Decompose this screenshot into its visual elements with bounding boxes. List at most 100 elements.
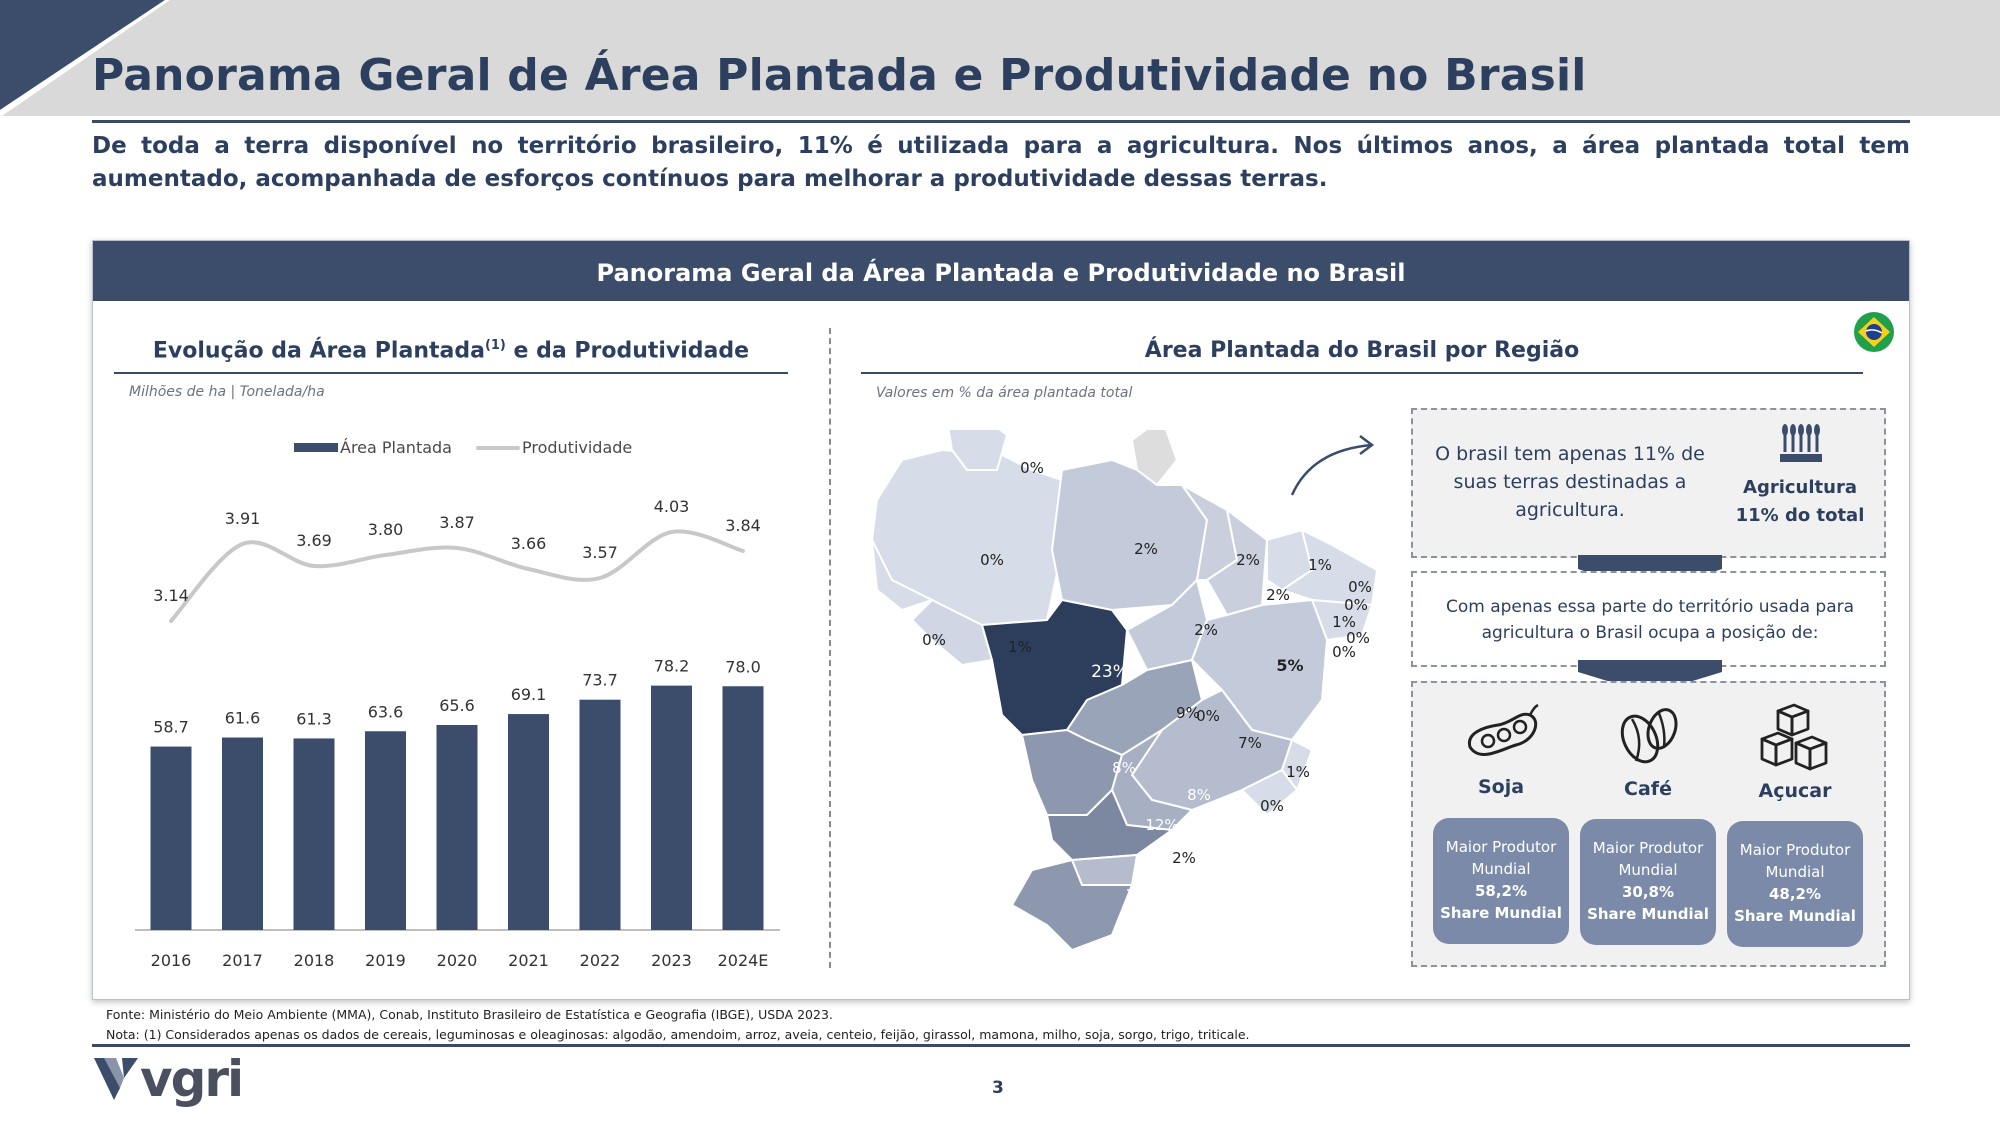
bar-area-plantada <box>436 725 478 930</box>
map-region-label: 2% <box>1266 586 1290 604</box>
line-value-label: 3.57 <box>582 543 618 562</box>
card-line2: Mundial <box>1471 860 1531 878</box>
title-divider <box>92 120 1910 123</box>
methodology-note: Nota: (1) Considerados apenas os dados d… <box>106 1027 1250 1042</box>
bar-value-label: 58.7 <box>153 718 189 737</box>
bar-area-plantada <box>365 731 406 930</box>
line-value-label: 3.66 <box>511 534 547 553</box>
bar-area-plantada <box>722 686 764 930</box>
map-region-roraima <box>947 430 1009 471</box>
line-value-label: 3.91 <box>225 509 261 528</box>
bar-value-label: 63.6 <box>368 702 404 721</box>
map-region-label: 0% <box>980 551 1004 569</box>
map-region-label: 0% <box>1346 629 1370 647</box>
map-region-label: 9% <box>1176 704 1200 722</box>
map-region-acre <box>872 539 935 612</box>
card-share: 30,8% <box>1621 883 1675 901</box>
map-region-santa-catarina <box>1070 853 1139 886</box>
map-region-rio-grande-do-sul <box>1010 858 1134 950</box>
map-region-label: 1% <box>1008 638 1032 656</box>
line-value-label: 3.14 <box>153 586 189 605</box>
header-band <box>0 0 2000 116</box>
bar-value-label: 61.6 <box>225 709 261 728</box>
map-region-label: 0% <box>1344 596 1368 614</box>
bar-area-plantada <box>150 746 192 930</box>
ranking-info-text: Com apenas essa parte do território usad… <box>1445 597 1855 643</box>
corner-decoration <box>0 0 170 116</box>
panel-title: Panorama Geral da Área Plantada e Produt… <box>93 241 1909 301</box>
map-region-label: 0% <box>922 631 946 649</box>
page-number: 3 <box>992 1078 1004 1098</box>
legend-bar-label: Área Plantada <box>340 438 452 457</box>
map-region-label: 1% <box>1332 613 1356 631</box>
map-region-label: 2% <box>1194 621 1218 639</box>
bar-value-label: 73.7 <box>582 671 618 690</box>
coffee-bean-icon <box>1620 708 1678 764</box>
map-region-label: 0% <box>1348 578 1372 596</box>
agriculture-label: Agricultura 11% do total <box>1730 474 1870 530</box>
map-region-label: 8% <box>1112 759 1136 777</box>
map-region-parana <box>1045 788 1175 862</box>
bar-area-plantada <box>508 714 549 930</box>
map-region-para <box>1050 458 1209 612</box>
bar-area-plantada <box>651 685 692 930</box>
card-share-label: Share Mundial <box>1734 907 1856 925</box>
source-note: Fonte: Ministério do Meio Ambiente (MMA)… <box>106 1007 833 1022</box>
map-region-label: 0% <box>1332 643 1356 661</box>
agriculture-info-text: O brasil tem apenas 11% de suas terras d… <box>1435 443 1705 521</box>
product-card-soja: Maior Produtor Mundial 58,2% Share Mundi… <box>1433 818 1569 944</box>
line-produtividade <box>169 529 745 623</box>
line-value-label: 3.87 <box>439 513 475 532</box>
map-region-label: 2% <box>1172 849 1196 867</box>
bar-value-label: 61.3 <box>296 709 332 728</box>
map-unit-note: Valores em % da área plantada total <box>876 385 1133 401</box>
vgri-logo-mark <box>94 1058 138 1100</box>
line-value-label: 4.03 <box>654 497 690 516</box>
x-tick-label: 2021 <box>508 951 549 970</box>
map-region-rio-de-janeiro <box>1240 768 1299 817</box>
map-region-label: 8% <box>1187 786 1211 804</box>
bar-area-plantada <box>579 699 621 930</box>
map-region-amapa <box>1130 430 1179 487</box>
vgri-logo: vgri <box>140 1050 244 1108</box>
x-tick-label: 2023 <box>651 951 692 970</box>
line-value-label: 3.80 <box>368 520 404 539</box>
chart-title: Evolução da Área Plantada(1) e da Produt… <box>114 338 788 363</box>
map-region-label: 23% <box>1091 662 1129 682</box>
map-region-label: 2% <box>1236 551 1260 569</box>
map-title: Área Plantada do Brasil por Região <box>1144 338 1580 363</box>
bar-area-plantada <box>222 737 263 930</box>
map-region-label: 7% <box>1238 734 1262 752</box>
legend-line-label: Produtividade <box>521 438 633 457</box>
bar-value-label: 65.6 <box>439 696 475 715</box>
chart-legend: Área Plantada Produtividade <box>294 438 632 457</box>
product-name-acucar: Açucar <box>1758 780 1832 802</box>
product-card-acucar: Maior Produtor Mundial 48,2% Share Mundi… <box>1727 821 1863 947</box>
x-tick-label: 2019 <box>365 951 406 970</box>
product-card-cafe: Maior Produtor Mundial 30,8% Share Mundi… <box>1580 819 1716 945</box>
x-tick-label: 2016 <box>151 951 192 970</box>
map-region-label: 12% <box>1145 816 1178 834</box>
agriculture-label-line1: Agricultura <box>1743 477 1857 498</box>
chart-title-rule <box>114 372 788 374</box>
map-arrow-icon <box>1290 443 1373 496</box>
chart-title-main: Evolução da Área Plantada <box>152 338 485 364</box>
chart-title-footnote: (1) <box>484 338 506 353</box>
product-name-soja: Soja <box>1477 776 1525 798</box>
card-share: 58,2% <box>1474 882 1528 900</box>
bar-value-label: 78.0 <box>725 657 761 676</box>
chevron-down-icon-2 <box>1578 660 1722 694</box>
map-region-label: 0% <box>1196 707 1220 725</box>
chart-title-tail: e da Produtividade <box>505 338 750 364</box>
card-share-label: Share Mundial <box>1587 905 1709 923</box>
map-region-label: 0% <box>1260 797 1284 815</box>
map-region-label: 0% <box>1020 459 1044 477</box>
card-line1: Maior Produtor <box>1739 841 1851 859</box>
sugar-cubes-icon <box>1760 703 1828 771</box>
map-region-label: 11% <box>1125 886 1158 904</box>
chart-unit-note: Milhões de ha | Tonelada/ha <box>129 384 325 400</box>
x-tick-label: 2022 <box>580 951 621 970</box>
legend-bar-swatch <box>294 443 338 452</box>
card-line1: Maior Produtor <box>1592 839 1704 857</box>
card-line1: Maior Produtor <box>1445 838 1557 856</box>
